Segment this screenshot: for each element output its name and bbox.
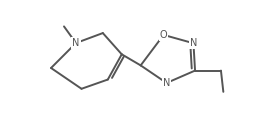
Text: N: N (163, 78, 170, 88)
Text: N: N (72, 38, 80, 48)
Text: O: O (160, 30, 167, 40)
Text: N: N (190, 38, 197, 48)
